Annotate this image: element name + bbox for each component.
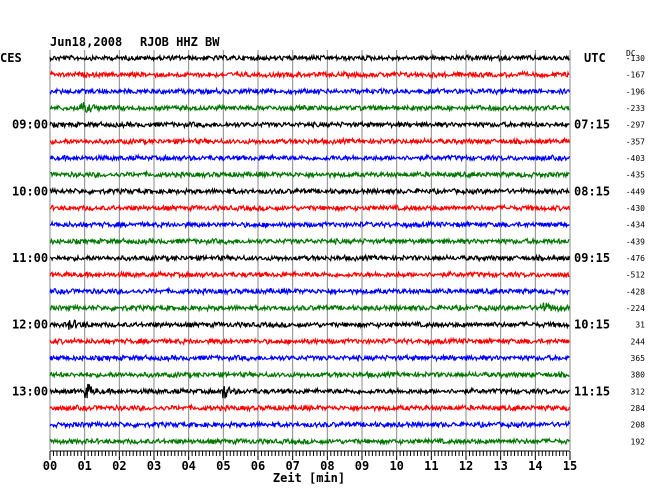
x-tick-label-04: 04 (181, 459, 195, 473)
trace-1 (49, 69, 570, 80)
trace-22 (49, 420, 570, 430)
dc-offset-19: 380 (631, 371, 646, 380)
trace-8 (49, 186, 570, 196)
trace-23 (49, 436, 570, 447)
x-tick-label-05: 05 (216, 459, 230, 473)
trace-2 (49, 86, 570, 97)
local-time-labels: 09:00 10:00 11:00 12:00 13:00 (12, 118, 48, 399)
x-axis: 00 01 02 03 04 05 06 07 08 09 10 11 12 13 14 15 (43, 450, 577, 473)
x-tick-label-15: 15 (563, 459, 577, 473)
utc-time-label-3: 10:15 (574, 318, 610, 332)
dc-offset-22: 208 (631, 421, 646, 430)
x-tick-label-00: 00 (43, 459, 57, 473)
x-axis-title: Zeit [min] (273, 471, 345, 485)
dc-offset-6: -403 (626, 154, 645, 163)
dc-offset-18: 365 (631, 354, 646, 363)
trace-3 (49, 102, 570, 113)
dc-offset-20: 312 (631, 387, 646, 396)
x-tick-label-11: 11 (424, 459, 438, 473)
minute-gridlines (49, 50, 571, 450)
x-tick-label-03: 03 (147, 459, 161, 473)
dc-offset-15: -224 (626, 304, 645, 313)
trace-20 (49, 383, 570, 399)
trace-18 (49, 353, 570, 363)
dc-offset-10: -434 (626, 221, 645, 230)
dc-offset-16: 31 (635, 321, 645, 330)
dc-offset-17: 244 (631, 337, 646, 346)
dc-offset-9: -430 (626, 204, 645, 213)
utc-time-label-1: 08:15 (574, 184, 610, 198)
trace-7 (49, 169, 570, 180)
trace-0 (49, 53, 570, 63)
dc-offset-7: -435 (626, 171, 645, 180)
chart-station: RJOB HHZ BW (140, 35, 220, 49)
utc-time-labels: 07:15 08:15 09:15 10:15 11:15 (574, 118, 610, 399)
x-tick-label-10: 10 (389, 459, 403, 473)
dc-header-label: DC (626, 49, 636, 58)
trace-16 (49, 319, 570, 330)
seismic-traces (49, 53, 570, 447)
utc-time-label-4: 11:15 (574, 384, 610, 398)
trace-9 (49, 203, 570, 213)
dc-offset-labels: -130 -167 -196 -233 -297 -357 -403 -435 -449 -430… (626, 54, 645, 446)
dc-offset-13: -512 (626, 271, 645, 280)
right-timezone-label: UTC (584, 51, 606, 65)
trace-17 (49, 336, 570, 347)
x-tick-label-12: 12 (459, 459, 473, 473)
dc-offset-1: -167 (626, 71, 645, 80)
x-tick-label-06: 06 (251, 459, 265, 473)
utc-time-label-0: 07:15 (574, 118, 610, 132)
dc-offset-21: 284 (631, 404, 646, 413)
x-tick-label-07: 07 (285, 459, 299, 473)
trace-11 (49, 236, 570, 247)
x-tick-label-02: 02 (112, 459, 126, 473)
x-tick-label-08: 08 (320, 459, 334, 473)
utc-time-label-2: 09:15 (574, 251, 610, 265)
local-time-label-3: 12:00 (12, 318, 48, 332)
dc-offset-12: -476 (626, 254, 645, 263)
local-time-label-4: 13:00 (12, 384, 48, 398)
x-tick-label-09: 09 (355, 459, 369, 473)
dc-offset-8: -449 (626, 187, 645, 196)
dc-offset-2: -196 (626, 87, 645, 96)
trace-10 (49, 219, 570, 230)
dc-offset-14: -428 (626, 287, 645, 296)
trace-19 (49, 369, 570, 380)
dc-offset-4: -297 (626, 121, 645, 130)
trace-6 (49, 153, 570, 163)
dc-offset-0: -130 (626, 54, 645, 63)
x-tick-label-01: 01 (77, 459, 91, 473)
trace-12 (50, 253, 570, 263)
x-tick-label-13: 13 (493, 459, 507, 473)
dc-offset-11: -439 (626, 237, 645, 246)
x-tick-label-14: 14 (528, 459, 542, 473)
dc-offset-23: 192 (631, 437, 646, 446)
local-time-label-0: 09:00 (12, 118, 48, 132)
local-time-label-2: 11:00 (12, 251, 48, 265)
trace-14 (49, 286, 570, 297)
trace-21 (49, 403, 570, 413)
dc-offset-3: -233 (626, 104, 645, 113)
chart-date: Jun18,2008 (50, 35, 122, 49)
trace-5 (49, 136, 570, 146)
trace-15 (49, 301, 570, 314)
left-timezone-label: CES (0, 51, 22, 65)
trace-13 (49, 269, 570, 280)
dc-offset-5: -357 (626, 137, 645, 146)
local-time-label-1: 10:00 (12, 184, 48, 198)
trace-4 (49, 119, 570, 130)
